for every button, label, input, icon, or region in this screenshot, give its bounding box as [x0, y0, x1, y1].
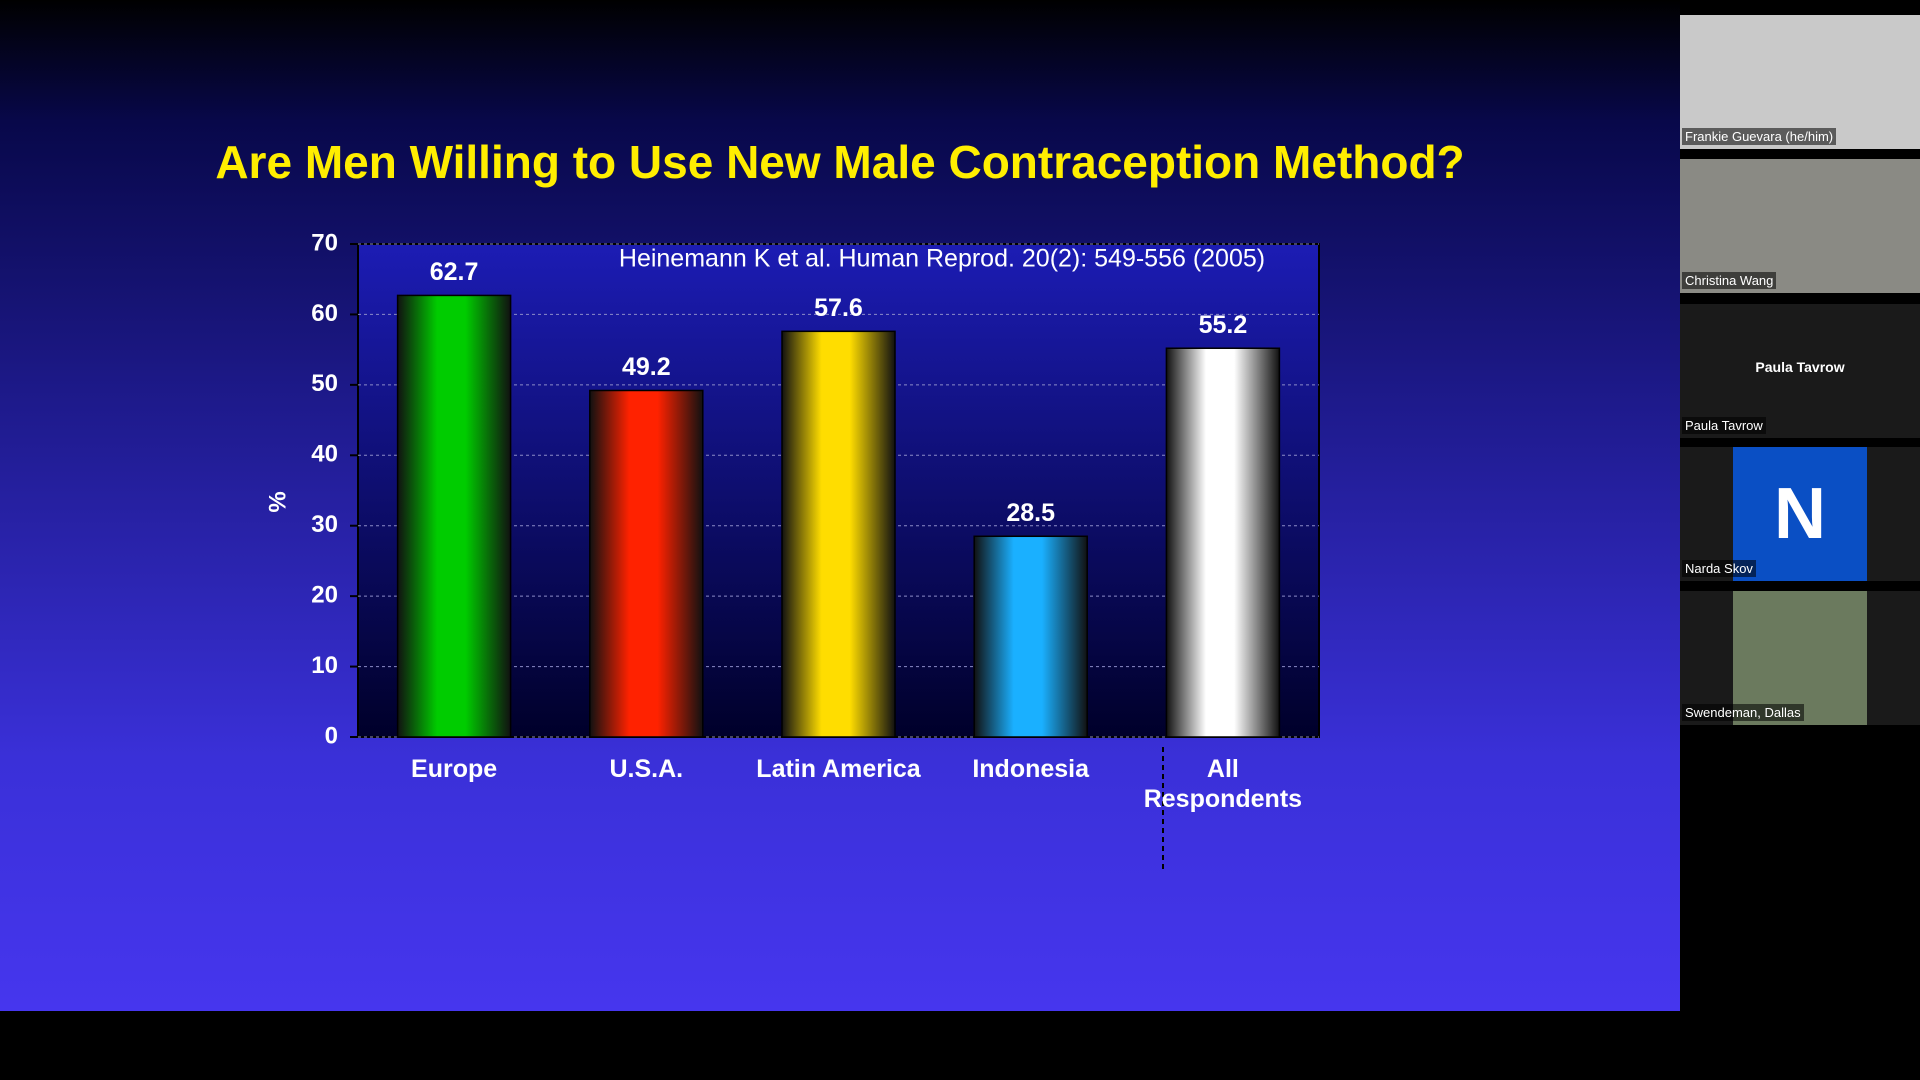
x-tick-label: Indonesia	[972, 755, 1090, 783]
x-tick-label: Europe	[411, 755, 498, 783]
video-tile	[1680, 15, 1920, 149]
y-tick-label: 50	[311, 370, 338, 397]
bar	[396, 294, 512, 738]
y-tick-label: 70	[311, 229, 338, 256]
participant-name: Swendeman, Dallas	[1682, 704, 1804, 721]
participant-name: Frankie Guevara (he/him)	[1682, 128, 1837, 145]
bar	[973, 535, 1088, 738]
avatar: N	[1733, 447, 1867, 581]
y-tick-label: 40	[311, 441, 338, 468]
y-tick-label: 0	[325, 722, 338, 749]
y-axis-label: %	[264, 491, 291, 512]
value-label: 57.6	[814, 294, 863, 322]
value-label: 55.2	[1199, 311, 1248, 339]
participant-photo	[1733, 591, 1867, 725]
bar	[1165, 347, 1281, 738]
x-tick-label: U.S.A.	[609, 755, 684, 783]
value-label: 28.5	[1006, 499, 1055, 527]
participant-name: Narda Skov	[1682, 560, 1756, 577]
x-tick-label: All Respondents	[1143, 755, 1303, 813]
bar	[589, 389, 704, 738]
center-label: Paula Tavrow	[1755, 359, 1845, 375]
participant-name: Paula Tavrow	[1682, 417, 1766, 434]
y-tick-label: 20	[311, 581, 338, 608]
participant-name: Christina Wang	[1682, 272, 1777, 289]
video-tile	[1680, 304, 1920, 438]
chart-title: Are Men Willing to Use New Male Contrace…	[215, 136, 1464, 188]
y-tick-label: 10	[311, 652, 338, 679]
value-label: 49.2	[622, 353, 671, 381]
video-tile	[1680, 159, 1920, 293]
bar	[781, 330, 896, 738]
y-tick-label: 60	[311, 300, 338, 327]
y-tick-label: 30	[311, 511, 338, 538]
annotation: Heinemann K et al. Human Reprod. 20(2): …	[619, 245, 1265, 273]
x-tick-label: Latin America	[756, 755, 921, 783]
value-label: 62.7	[430, 258, 479, 286]
